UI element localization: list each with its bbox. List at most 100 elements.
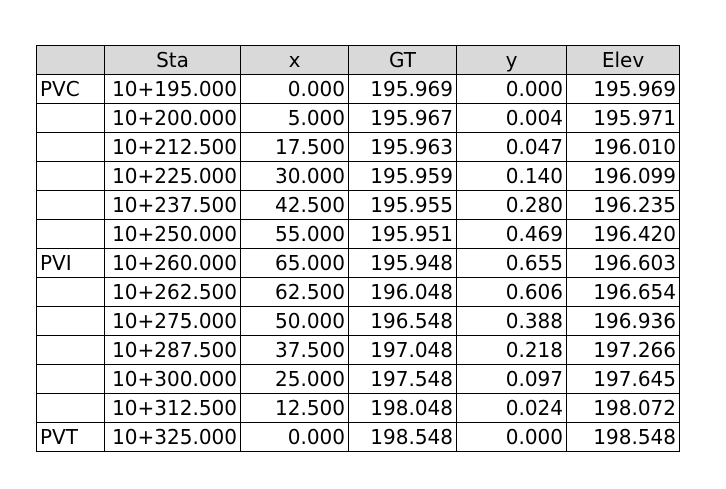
cell-gt: 195.951 — [348, 219, 457, 249]
header-row: Sta x GT y Elev — [36, 45, 680, 75]
cell-label: PVT — [36, 422, 105, 452]
cell-elev: 196.420 — [566, 219, 680, 249]
table-row: PVC 10+195.000 0.000 195.969 0.000 195.969 — [36, 74, 680, 104]
cell-x: 62.500 — [240, 277, 349, 307]
cell-gt: 195.948 — [348, 248, 457, 278]
cell-y: 0.004 — [456, 103, 567, 133]
cell-elev: 196.654 — [566, 277, 680, 307]
cell-gt: 198.048 — [348, 393, 457, 423]
cell-label — [36, 161, 105, 191]
cell-x: 30.000 — [240, 161, 349, 191]
cell-elev: 196.603 — [566, 248, 680, 278]
cell-y: 0.655 — [456, 248, 567, 278]
cell-gt: 195.967 — [348, 103, 457, 133]
table-row: PVT 10+325.000 0.000 198.548 0.000 198.548 — [36, 422, 680, 452]
cell-x: 55.000 — [240, 219, 349, 249]
cell-y: 0.047 — [456, 132, 567, 162]
cell-elev: 197.266 — [566, 335, 680, 365]
table-row: 10+237.500 42.500 195.955 0.280 196.235 — [36, 190, 680, 220]
cell-sta: 10+237.500 — [104, 190, 241, 220]
cell-label — [36, 103, 105, 133]
cell-x: 17.500 — [240, 132, 349, 162]
cell-x: 0.000 — [240, 74, 349, 104]
cell-label — [36, 190, 105, 220]
cell-elev: 196.099 — [566, 161, 680, 191]
cell-elev: 197.645 — [566, 364, 680, 394]
cell-y: 0.000 — [456, 74, 567, 104]
cell-gt: 196.548 — [348, 306, 457, 336]
cell-sta: 10+325.000 — [104, 422, 241, 452]
cell-gt: 197.048 — [348, 335, 457, 365]
cell-sta: 10+212.500 — [104, 132, 241, 162]
cell-elev: 195.971 — [566, 103, 680, 133]
cell-elev: 195.969 — [566, 74, 680, 104]
cell-x: 42.500 — [240, 190, 349, 220]
cell-elev: 196.010 — [566, 132, 680, 162]
table-row: 10+300.000 25.000 197.548 0.097 197.645 — [36, 364, 680, 394]
cell-y: 0.097 — [456, 364, 567, 394]
cell-gt: 198.548 — [348, 422, 457, 452]
table-row: 10+250.000 55.000 195.951 0.469 196.420 — [36, 219, 680, 249]
cell-sta: 10+200.000 — [104, 103, 241, 133]
cell-x: 12.500 — [240, 393, 349, 423]
cell-elev: 198.072 — [566, 393, 680, 423]
cell-elev: 196.936 — [566, 306, 680, 336]
cell-label: PVI — [36, 248, 105, 278]
header-cell-gt: GT — [348, 45, 457, 75]
cell-label: PVC — [36, 74, 105, 104]
cell-label — [36, 132, 105, 162]
cell-gt: 196.048 — [348, 277, 457, 307]
cell-x: 5.000 — [240, 103, 349, 133]
table-row: PVI 10+260.000 65.000 195.948 0.655 196.603 — [36, 248, 680, 278]
cell-gt: 197.548 — [348, 364, 457, 394]
header-cell-label — [36, 45, 105, 75]
cell-gt: 195.959 — [348, 161, 457, 191]
cell-y: 0.280 — [456, 190, 567, 220]
cell-x: 0.000 — [240, 422, 349, 452]
cell-sta: 10+300.000 — [104, 364, 241, 394]
cell-y: 0.469 — [456, 219, 567, 249]
cell-label — [36, 277, 105, 307]
table-row: 10+312.500 12.500 198.048 0.024 198.072 — [36, 393, 680, 423]
header-cell-y: y — [456, 45, 567, 75]
header-cell-elev: Elev — [566, 45, 680, 75]
cell-x: 25.000 — [240, 364, 349, 394]
table-row: 10+200.000 5.000 195.967 0.004 195.971 — [36, 103, 680, 133]
cell-label — [36, 219, 105, 249]
cell-x: 50.000 — [240, 306, 349, 336]
cell-label — [36, 335, 105, 365]
table-body: PVC 10+195.000 0.000 195.969 0.000 195.969 10+… — [36, 74, 680, 452]
cell-label — [36, 393, 105, 423]
cell-y: 0.024 — [456, 393, 567, 423]
table-row: 10+225.000 30.000 195.959 0.140 196.099 — [36, 161, 680, 191]
header-cell-sta: Sta — [104, 45, 241, 75]
table-header: Sta x GT y Elev — [36, 45, 680, 75]
cell-elev: 198.548 — [566, 422, 680, 452]
table-row: 10+262.500 62.500 196.048 0.606 196.654 — [36, 277, 680, 307]
cell-y: 0.388 — [456, 306, 567, 336]
cell-sta: 10+275.000 — [104, 306, 241, 336]
header-cell-x: x — [240, 45, 349, 75]
cell-sta: 10+225.000 — [104, 161, 241, 191]
cell-x: 65.000 — [240, 248, 349, 278]
cell-sta: 10+287.500 — [104, 335, 241, 365]
cell-sta: 10+262.500 — [104, 277, 241, 307]
cell-sta: 10+312.500 — [104, 393, 241, 423]
cell-sta: 10+260.000 — [104, 248, 241, 278]
data-table: Sta x GT y Elev PVC 10+195.000 0.000 195.96… — [36, 45, 680, 452]
cell-y: 0.218 — [456, 335, 567, 365]
cell-label — [36, 306, 105, 336]
table-row: 10+275.000 50.000 196.548 0.388 196.936 — [36, 306, 680, 336]
cell-y: 0.606 — [456, 277, 567, 307]
cell-sta: 10+195.000 — [104, 74, 241, 104]
table-row: 10+212.500 17.500 195.963 0.047 196.010 — [36, 132, 680, 162]
cell-gt: 195.955 — [348, 190, 457, 220]
cell-gt: 195.969 — [348, 74, 457, 104]
cell-elev: 196.235 — [566, 190, 680, 220]
cell-x: 37.500 — [240, 335, 349, 365]
cell-gt: 195.963 — [348, 132, 457, 162]
cell-label — [36, 364, 105, 394]
table-row: 10+287.500 37.500 197.048 0.218 197.266 — [36, 335, 680, 365]
cell-y: 0.140 — [456, 161, 567, 191]
cell-y: 0.000 — [456, 422, 567, 452]
